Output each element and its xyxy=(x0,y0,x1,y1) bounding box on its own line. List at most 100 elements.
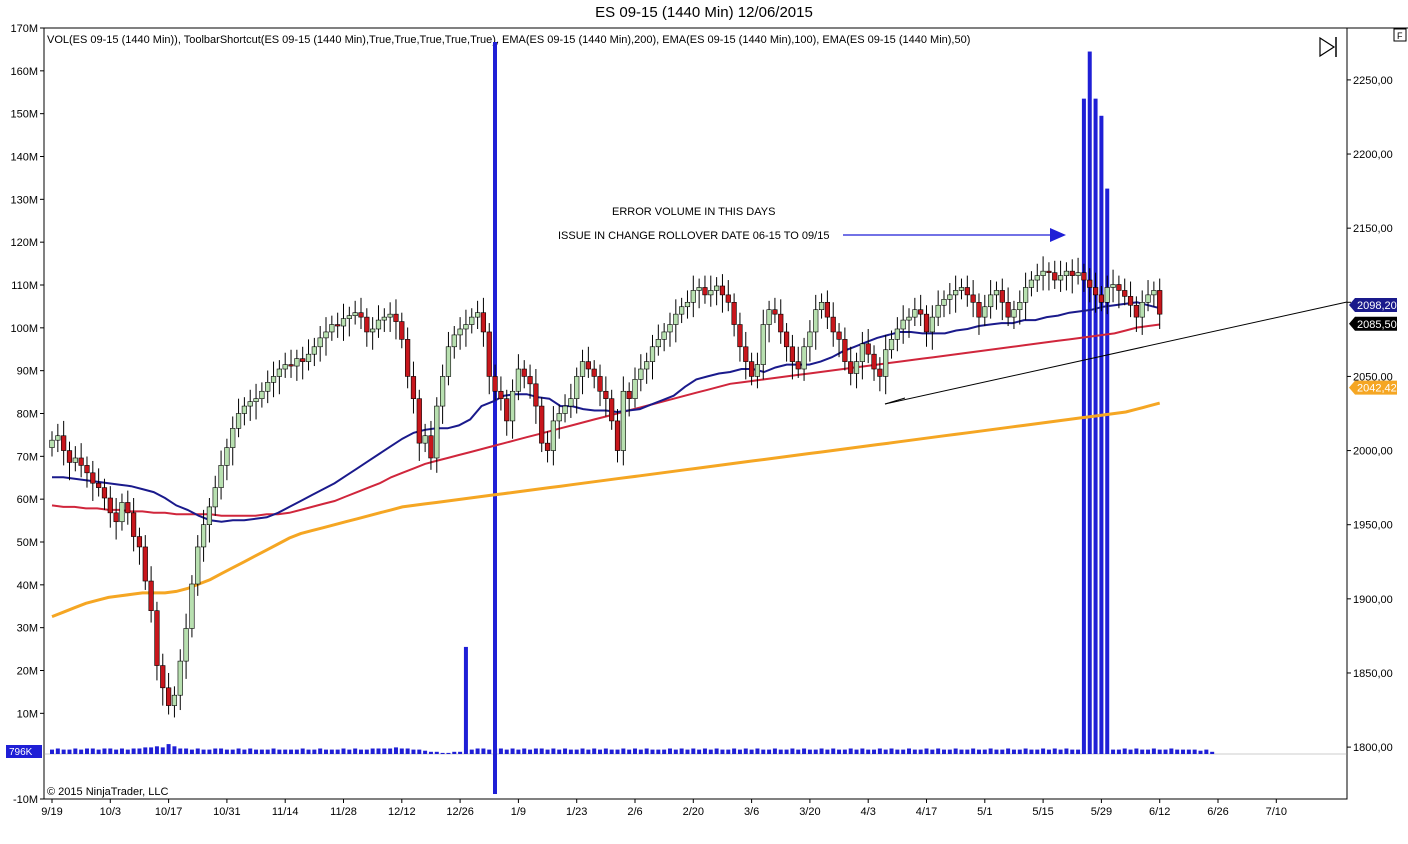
candle-body xyxy=(579,361,586,377)
volume-bar xyxy=(953,748,958,754)
volume-bar xyxy=(551,748,556,754)
candle-body xyxy=(340,318,347,327)
candle-body xyxy=(1087,279,1093,288)
candle-body xyxy=(748,361,755,377)
candle-body xyxy=(288,364,294,367)
x-tick-label: 4/17 xyxy=(916,806,937,818)
candle-body xyxy=(935,304,941,318)
volume-bar xyxy=(1029,749,1034,754)
candle-body xyxy=(61,435,67,451)
volume-bar xyxy=(306,749,311,754)
volume-bar xyxy=(283,749,288,754)
candle-body xyxy=(498,390,504,399)
volume-bar xyxy=(411,749,416,754)
volume-bar xyxy=(160,747,165,754)
volume-bar xyxy=(988,748,993,754)
volume-bar xyxy=(907,748,912,754)
candle-body xyxy=(434,405,440,459)
candle-body xyxy=(947,294,953,300)
volume-bar xyxy=(1052,748,1057,754)
candle-body xyxy=(679,306,685,315)
left-tick-label: 160M xyxy=(10,66,38,78)
candle-body xyxy=(550,420,556,451)
volume-bar xyxy=(487,749,492,754)
candle-body xyxy=(101,487,108,499)
candle-body xyxy=(737,324,743,348)
candle-body xyxy=(813,309,819,333)
candle-body xyxy=(451,334,457,348)
price-flag-text: 2042,42 xyxy=(1357,383,1397,395)
volume-bar xyxy=(819,748,824,754)
volume-bar xyxy=(1064,748,1069,754)
price-flag xyxy=(1349,316,1397,331)
volume-bar xyxy=(837,749,842,754)
right-tick-label: 2250,00 xyxy=(1353,75,1393,87)
volume-bar xyxy=(289,749,294,754)
volume-bar xyxy=(1006,748,1011,754)
volume-bar xyxy=(872,749,877,754)
volume-bar xyxy=(784,749,789,754)
volume-bar xyxy=(242,749,247,754)
volume-bar xyxy=(1076,749,1081,754)
candle-body xyxy=(894,328,900,340)
volume-bar xyxy=(119,748,124,754)
volume-bar xyxy=(1093,98,1098,754)
volume-bar xyxy=(463,646,468,754)
volume-bar xyxy=(102,748,107,754)
volume-bar xyxy=(201,749,206,754)
x-tick-label: 11/14 xyxy=(272,806,299,818)
volume-bar xyxy=(458,751,463,754)
volume-bar xyxy=(189,749,194,754)
volume-bar xyxy=(592,748,597,754)
candle-body xyxy=(265,382,271,392)
right-tick-label: 2000,00 xyxy=(1353,446,1393,458)
candle-body xyxy=(131,512,137,537)
candle-body xyxy=(1028,279,1035,288)
candle-body xyxy=(714,285,720,291)
volume-bar xyxy=(178,748,183,754)
volume-bar xyxy=(364,749,369,754)
volume-bar xyxy=(778,749,783,754)
candle-body xyxy=(474,312,481,318)
volume-bar xyxy=(912,749,917,754)
volume-bar xyxy=(796,749,801,754)
volume-bar xyxy=(889,748,894,754)
volume-bar xyxy=(813,749,818,754)
candle-body xyxy=(1098,294,1104,303)
candle-body xyxy=(113,512,119,523)
candle-body xyxy=(160,665,166,689)
trendline[interactable] xyxy=(884,301,1348,405)
skip-to-end-icon[interactable] xyxy=(1316,36,1338,58)
candle-body xyxy=(72,457,78,463)
price-flag xyxy=(1349,380,1397,395)
volume-bar xyxy=(790,748,795,754)
volume-bar xyxy=(213,748,218,754)
volume-bar xyxy=(941,749,946,754)
volume-bar xyxy=(96,749,101,754)
volume-bar xyxy=(1017,749,1022,754)
x-tick-label: 10/17 xyxy=(155,806,183,818)
volume-bar xyxy=(714,748,719,754)
right-tick-label: 1900,00 xyxy=(1353,594,1393,606)
candle-body xyxy=(364,316,370,333)
candle-body xyxy=(772,309,778,315)
volume-bar xyxy=(510,748,515,754)
x-tick-label: 3/20 xyxy=(799,806,820,818)
volume-bar xyxy=(277,749,282,754)
volume-bar xyxy=(644,748,649,754)
volume-bar xyxy=(563,748,568,754)
volume-bar xyxy=(522,748,527,754)
volume-bar xyxy=(918,749,923,754)
candle-body xyxy=(795,361,801,370)
candle-body xyxy=(1122,290,1128,297)
candle-body xyxy=(1104,287,1110,303)
price-flag-text: 2098,20 xyxy=(1357,300,1397,312)
volume-bar xyxy=(1046,749,1051,754)
candle-body xyxy=(352,312,358,316)
volume-bar xyxy=(370,748,375,754)
candle-body xyxy=(1081,272,1087,281)
corner-label: F xyxy=(1397,31,1403,41)
corner-box[interactable] xyxy=(1393,28,1407,42)
candle-body xyxy=(235,413,242,429)
